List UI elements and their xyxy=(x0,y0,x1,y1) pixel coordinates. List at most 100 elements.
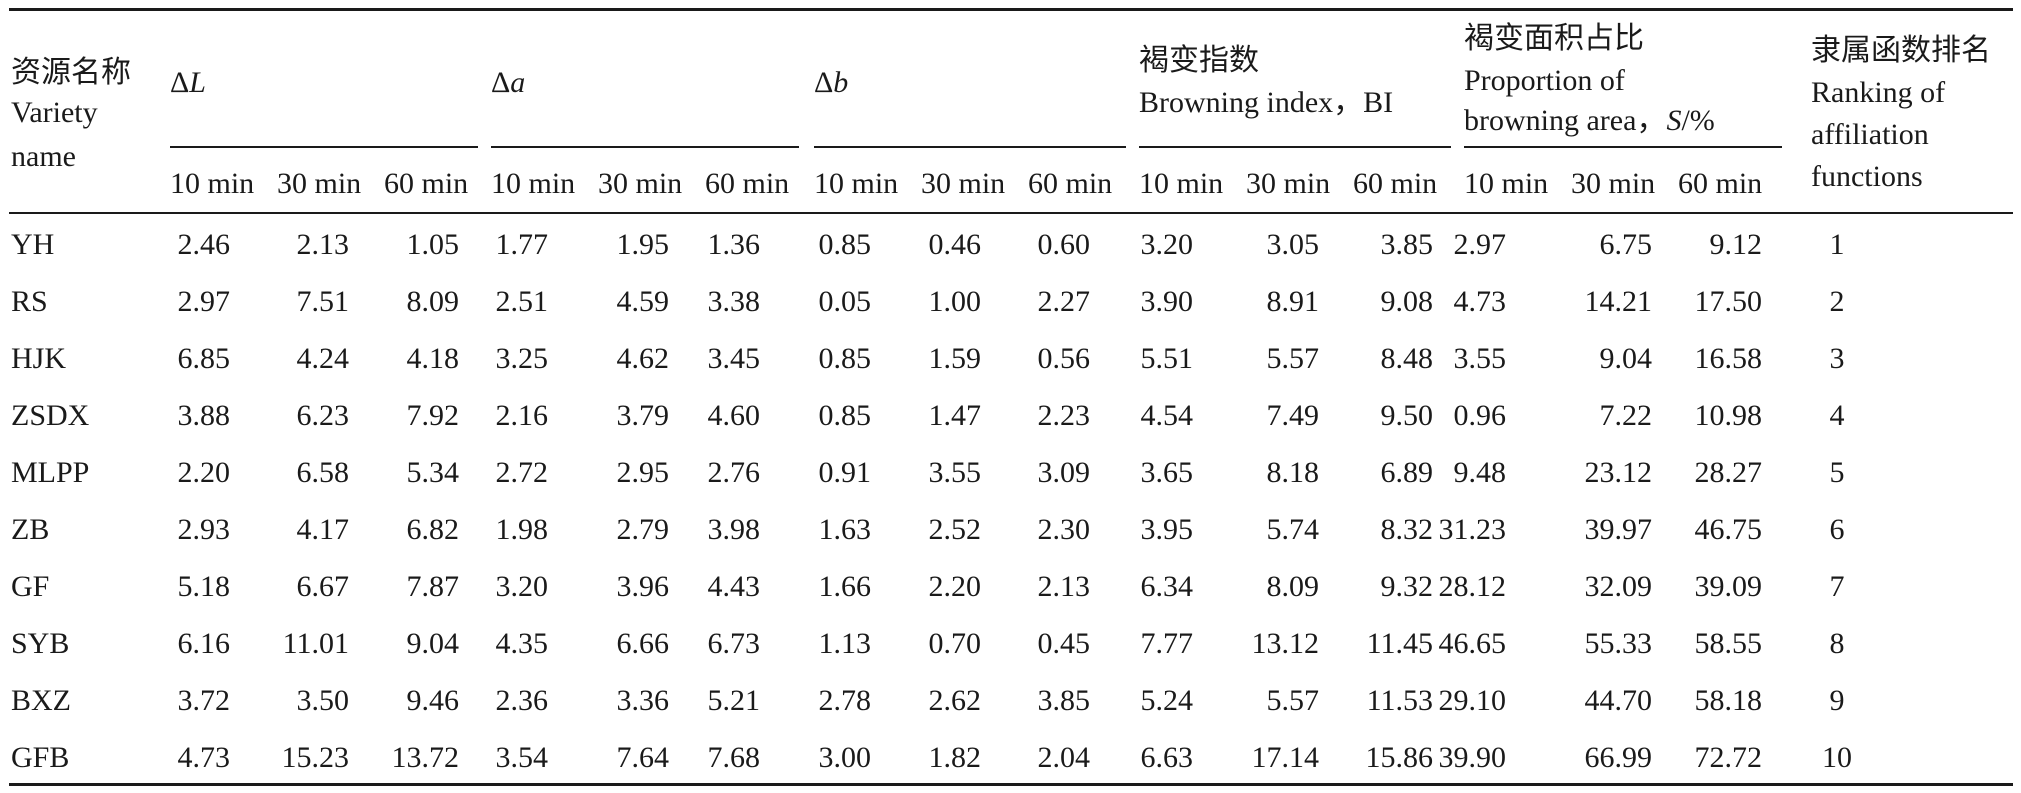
subheader-time: 10 min xyxy=(1139,167,1224,200)
subheader-time: 60 min xyxy=(1028,167,1113,200)
header-delta-l: ΔL xyxy=(170,62,206,104)
row-value-cell: 0.85 xyxy=(818,228,872,261)
row-value-cell: 3.38 xyxy=(707,285,761,318)
row-value-cell: 2.13 xyxy=(1037,570,1091,603)
row-value-cell: 13.12 xyxy=(1251,627,1320,660)
row-value-cell: 0.70 xyxy=(928,627,982,660)
row-value-cell: 5.74 xyxy=(1266,513,1320,546)
row-value-cell: 7.87 xyxy=(406,570,460,603)
row-variety-name: YH xyxy=(11,228,55,261)
row-value-cell: 1.13 xyxy=(818,627,872,660)
row-value-cell: 17.14 xyxy=(1251,741,1320,774)
row-value-cell: 9.08 xyxy=(1380,285,1434,318)
row-value-cell: 66.99 xyxy=(1584,741,1653,774)
row-rank-cell: 4 xyxy=(1829,399,1845,432)
row-value-cell: 9.46 xyxy=(406,684,460,717)
header-rank-en-1: Ranking of xyxy=(1811,76,1946,109)
row-value-cell: 5.51 xyxy=(1140,342,1194,375)
row-value-cell: 4.24 xyxy=(296,342,350,375)
subheader-time: 30 min xyxy=(921,167,1006,200)
row-value-cell: 2.20 xyxy=(928,570,982,603)
row-value-cell: 1.59 xyxy=(928,342,982,375)
header-delta-a: Δa xyxy=(491,62,525,104)
area-label: browning area， xyxy=(1464,104,1667,137)
row-value-cell: 6.23 xyxy=(296,399,350,432)
row-value-cell: 0.91 xyxy=(818,456,872,489)
row-value-cell: 15.23 xyxy=(281,741,350,774)
row-rank-cell: 2 xyxy=(1829,285,1845,318)
row-value-cell: 1.82 xyxy=(928,741,982,774)
row-value-cell: 4.43 xyxy=(707,570,761,603)
row-value-cell: 46.65 xyxy=(1438,627,1507,660)
subheader-time: 60 min xyxy=(1678,167,1763,200)
row-value-cell: 15.86 xyxy=(1365,741,1434,774)
row-value-cell: 4.73 xyxy=(177,741,231,774)
row-value-cell: 1.66 xyxy=(818,570,872,603)
row-value-cell: 2.51 xyxy=(495,285,549,318)
subheader-time: 60 min xyxy=(705,167,790,200)
row-value-cell: 11.01 xyxy=(282,627,349,660)
row-value-cell: 1.36 xyxy=(707,228,761,261)
row-value-cell: 4.18 xyxy=(406,342,460,375)
var-b: b xyxy=(833,66,849,99)
row-rank-cell: 9 xyxy=(1829,684,1845,717)
row-value-cell: 2.30 xyxy=(1037,513,1091,546)
row-variety-name: GF xyxy=(11,570,50,603)
row-value-cell: 2.04 xyxy=(1037,741,1091,774)
row-value-cell: 6.34 xyxy=(1140,570,1194,603)
row-value-cell: 2.46 xyxy=(177,228,231,261)
row-value-cell: 6.85 xyxy=(177,342,231,375)
row-rank-cell: 8 xyxy=(1829,627,1845,660)
row-value-cell: 4.73 xyxy=(1453,285,1507,318)
row-value-cell: 6.58 xyxy=(296,456,350,489)
row-value-cell: 3.36 xyxy=(616,684,670,717)
subheader-time: 10 min xyxy=(170,167,255,200)
row-value-cell: 6.82 xyxy=(406,513,460,546)
row-value-cell: 4.35 xyxy=(495,627,549,660)
var-l: L xyxy=(189,66,206,99)
bottom-rule xyxy=(9,783,2013,786)
row-value-cell: 6.89 xyxy=(1380,456,1434,489)
row-value-cell: 28.27 xyxy=(1694,456,1763,489)
row-value-cell: 0.85 xyxy=(818,342,872,375)
header-area-en-1: Proportion of xyxy=(1464,64,1625,97)
subheader-time: 30 min xyxy=(598,167,683,200)
row-value-cell: 3.25 xyxy=(495,342,549,375)
row-value-cell: 9.04 xyxy=(1599,342,1653,375)
row-value-cell: 0.46 xyxy=(928,228,982,261)
row-value-cell: 46.75 xyxy=(1694,513,1763,546)
row-value-cell: 4.59 xyxy=(616,285,670,318)
row-variety-name: HJK xyxy=(11,342,67,375)
row-value-cell: 0.96 xyxy=(1453,399,1507,432)
row-value-cell: 14.21 xyxy=(1584,285,1653,318)
row-value-cell: 8.32 xyxy=(1380,513,1434,546)
row-value-cell: 58.18 xyxy=(1694,684,1763,717)
row-value-cell: 3.65 xyxy=(1140,456,1194,489)
row-value-cell: 2.79 xyxy=(616,513,670,546)
row-value-cell: 5.34 xyxy=(406,456,460,489)
row-value-cell: 3.54 xyxy=(495,741,549,774)
header-area-en-2: browning area，S/% xyxy=(1464,100,1715,142)
subheader-time: 30 min xyxy=(1246,167,1331,200)
header-bi-zh: 褐变指数 xyxy=(1139,44,1259,77)
row-value-cell: 3.85 xyxy=(1037,684,1091,717)
row-value-cell: 29.10 xyxy=(1438,684,1507,717)
subheader-time: 10 min xyxy=(491,167,576,200)
row-value-cell: 11.45 xyxy=(1366,627,1433,660)
header-name-zh: 资源名称 xyxy=(11,56,131,89)
row-value-cell: 28.12 xyxy=(1438,570,1507,603)
row-rank-cell: 1 xyxy=(1829,228,1845,261)
row-value-cell: 8.91 xyxy=(1266,285,1320,318)
row-value-cell: 7.77 xyxy=(1140,627,1194,660)
row-value-cell: 3.79 xyxy=(616,399,670,432)
row-value-cell: 13.72 xyxy=(391,741,460,774)
row-value-cell: 3.85 xyxy=(1380,228,1434,261)
row-value-cell: 7.49 xyxy=(1266,399,1320,432)
top-rule xyxy=(9,8,2013,11)
row-value-cell: 2.16 xyxy=(495,399,549,432)
row-value-cell: 3.20 xyxy=(1140,228,1194,261)
row-value-cell: 8.18 xyxy=(1266,456,1320,489)
row-value-cell: 2.78 xyxy=(818,684,872,717)
row-value-cell: 3.55 xyxy=(1453,342,1507,375)
header-rank-en-2: affiliation xyxy=(1811,118,1929,151)
